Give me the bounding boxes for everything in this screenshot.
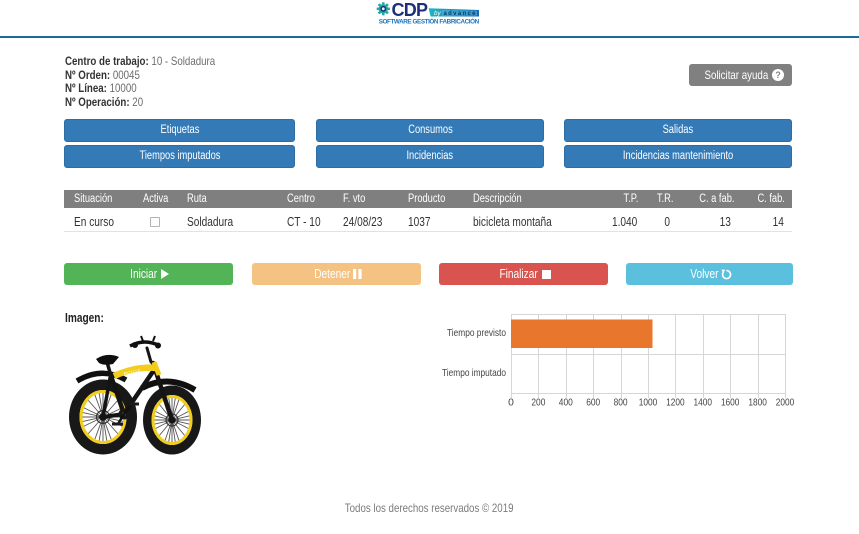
svg-text:CDP: CDP [392, 1, 428, 20]
svg-text:400: 400 [559, 398, 573, 409]
svg-text:1000: 1000 [639, 398, 658, 409]
svg-text:1400: 1400 [694, 398, 713, 409]
svg-text:0: 0 [508, 398, 514, 409]
svg-text:BICYCLE: BICYCLE [123, 367, 141, 376]
svg-text:advance: advance [444, 11, 477, 17]
svg-text:2000: 2000 [776, 398, 795, 409]
svg-text:1200: 1200 [666, 398, 685, 409]
svg-text:by: by [434, 10, 441, 17]
svg-text:Tiempo imputado: Tiempo imputado [442, 367, 506, 379]
svg-text:?: ? [775, 70, 780, 80]
svg-text:1800: 1800 [748, 398, 767, 409]
svg-text:1600: 1600 [721, 398, 740, 409]
svg-text:SOFTWARE GESTIÓN FABRICACIÓN: SOFTWARE GESTIÓN FABRICACIÓN [379, 17, 480, 26]
svg-text:Tiempo previsto: Tiempo previsto [447, 327, 506, 339]
svg-text:200: 200 [531, 398, 545, 409]
svg-text:800: 800 [614, 398, 628, 409]
svg-text:600: 600 [586, 398, 600, 409]
